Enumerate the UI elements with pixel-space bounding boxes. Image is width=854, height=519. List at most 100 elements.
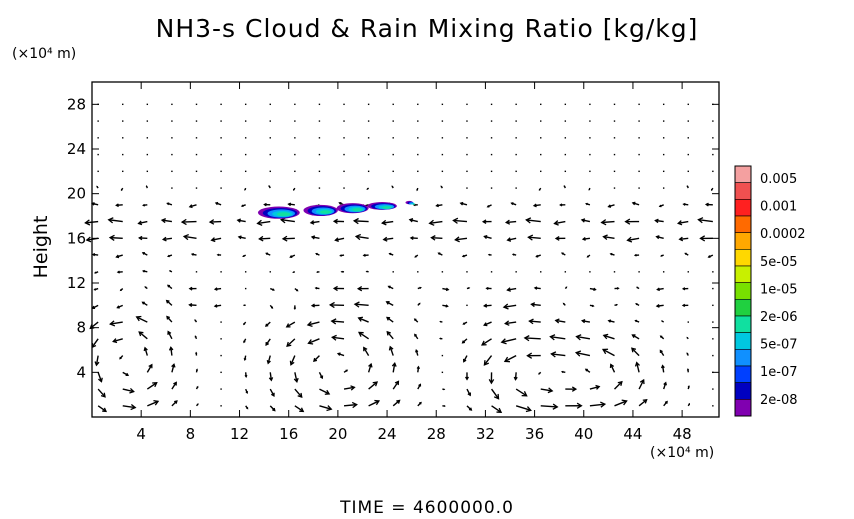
wind-arrow-head bbox=[340, 270, 343, 273]
wind-arrow-head bbox=[654, 218, 659, 224]
wind-arrow-head bbox=[418, 383, 422, 387]
wind-dot bbox=[392, 103, 394, 106]
y-axis-ticks: 4 8 12 16 20 24 28 bbox=[67, 95, 719, 381]
wind-arrow-head bbox=[428, 219, 435, 226]
wind-arrow-head bbox=[161, 236, 167, 242]
wind-dot bbox=[515, 170, 517, 173]
wind-arrow-head bbox=[697, 217, 704, 224]
wind-arrow-head bbox=[365, 270, 368, 273]
wind-dot bbox=[220, 137, 222, 139]
wind-arrow-head bbox=[394, 380, 400, 386]
wind-arrow-head bbox=[107, 217, 114, 224]
wind-arrow-head bbox=[416, 365, 420, 370]
wind-dot bbox=[687, 170, 689, 173]
wind-arrow-head bbox=[437, 252, 441, 255]
wind-arrow-head bbox=[496, 407, 503, 414]
wind-arrow-head bbox=[213, 304, 218, 308]
wind-arrow-head bbox=[686, 368, 690, 371]
wind-arrow-head bbox=[615, 303, 619, 306]
legend-swatch bbox=[734, 399, 752, 417]
wind-dot bbox=[220, 187, 222, 189]
wind-arrow-head bbox=[270, 392, 275, 397]
wind-dot bbox=[564, 271, 567, 273]
wind-arrow-head bbox=[324, 389, 331, 395]
wind-arrow-head bbox=[245, 391, 249, 394]
wind-arrow-head bbox=[682, 202, 686, 206]
wind-dot bbox=[269, 137, 271, 139]
wind-arrow-head bbox=[91, 253, 96, 257]
wind-dot bbox=[540, 103, 542, 106]
legend-swatch bbox=[734, 282, 752, 300]
wind-arrow-head bbox=[116, 305, 120, 309]
wind-arrow bbox=[602, 348, 615, 357]
wind-dot bbox=[441, 137, 444, 139]
legend-label: 5e-07 bbox=[760, 338, 798, 353]
wind-arrow-head bbox=[160, 217, 167, 224]
wind-arrow-head bbox=[145, 185, 148, 188]
wind-dot bbox=[367, 120, 370, 122]
wind-dot bbox=[441, 170, 444, 173]
wind-dot bbox=[466, 304, 468, 307]
wind-dot bbox=[220, 120, 222, 122]
wind-arrow-head bbox=[554, 235, 560, 241]
cloud-mixing-ratio-contours bbox=[257, 200, 416, 219]
wind-dot bbox=[466, 187, 468, 189]
wind-dot bbox=[195, 137, 198, 139]
wind-dot bbox=[638, 153, 640, 156]
wind-arrow bbox=[631, 347, 640, 357]
wind-dot bbox=[294, 137, 296, 139]
wind-arrow-head bbox=[639, 378, 645, 385]
wind-dot bbox=[613, 137, 616, 139]
wind-arrow-head bbox=[166, 284, 171, 288]
wind-arrow-head bbox=[188, 303, 193, 308]
wind-arrow-head bbox=[511, 253, 515, 256]
wind-arrow-head bbox=[93, 288, 97, 291]
wind-arrow-head bbox=[580, 319, 586, 324]
wind-arrow-head bbox=[481, 219, 487, 224]
wind-arrow-head bbox=[659, 349, 663, 353]
wind-arrow-head bbox=[418, 302, 421, 305]
x-tick-label: 28 bbox=[427, 425, 446, 443]
wind-arrow-head bbox=[214, 201, 219, 206]
wind-arrow-head bbox=[416, 189, 419, 192]
wind-arrow-head bbox=[488, 379, 495, 385]
wind-arrow-head bbox=[142, 203, 146, 207]
wind-arrow bbox=[540, 405, 558, 408]
wind-arrow-head bbox=[607, 319, 612, 323]
wind-dot bbox=[220, 354, 222, 357]
legend-swatch bbox=[734, 315, 752, 333]
wind-arrow-head bbox=[363, 346, 368, 352]
wind-dot bbox=[417, 103, 419, 106]
wind-dot bbox=[613, 103, 616, 106]
wind-arrow-head bbox=[571, 386, 578, 392]
wind-arrow-head bbox=[580, 218, 586, 223]
wind-dot bbox=[244, 137, 247, 139]
wind-dot bbox=[662, 271, 665, 273]
wind-dot bbox=[97, 170, 99, 173]
wind-dot bbox=[244, 287, 247, 290]
wind-dot bbox=[662, 137, 665, 139]
wind-dot bbox=[244, 170, 247, 173]
wind-arrow-head bbox=[372, 381, 379, 387]
wind-dot bbox=[146, 103, 149, 106]
wind-arrow bbox=[182, 220, 197, 223]
wind-dot bbox=[417, 137, 419, 139]
wind-arrow-head bbox=[125, 372, 130, 377]
wind-dot bbox=[687, 120, 689, 122]
wind-arrow-head bbox=[454, 236, 460, 243]
wind-dot bbox=[220, 405, 222, 407]
wind-arrow-head bbox=[313, 357, 318, 363]
wind-arrow-head bbox=[115, 203, 119, 208]
wind-arrow-head bbox=[533, 286, 538, 290]
wind-arrow bbox=[354, 303, 369, 307]
wind-arrow bbox=[453, 219, 468, 223]
wind-dot bbox=[269, 153, 271, 156]
legend-label: 0.001 bbox=[760, 200, 797, 215]
wind-vector-field bbox=[84, 103, 714, 414]
wind-arrow bbox=[313, 355, 320, 362]
wind-arrow bbox=[367, 363, 372, 373]
wind-dot bbox=[613, 187, 616, 189]
x-tick-label: 32 bbox=[476, 425, 495, 443]
wind-arrow bbox=[531, 303, 541, 307]
wind-dot bbox=[392, 137, 394, 139]
